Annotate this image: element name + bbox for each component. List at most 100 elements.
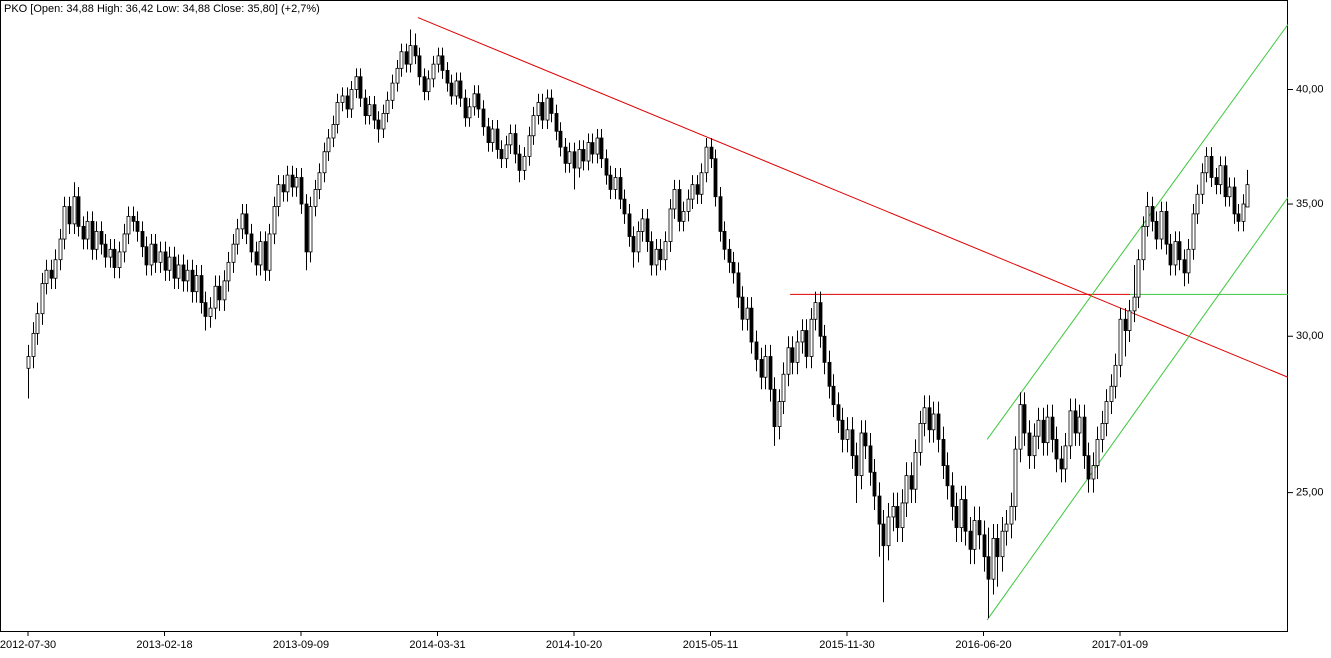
- candle-body: [763, 356, 768, 378]
- candle-body: [963, 499, 968, 532]
- chart-title: PKO [Open: 34,88 High: 36,42 Low: 34,88 …: [4, 3, 320, 15]
- candle-body: [417, 55, 422, 78]
- candle-body: [658, 248, 663, 261]
- candle-body: [217, 285, 222, 301]
- candle-body: [199, 275, 204, 304]
- candle-body: [645, 218, 650, 242]
- candle-body: [567, 151, 572, 164]
- plot-frame: [0, 0, 1288, 632]
- candle-body: [731, 261, 736, 274]
- candle-body: [586, 142, 591, 162]
- candle-body: [135, 220, 140, 232]
- candle-body: [558, 130, 563, 148]
- trendline: [417, 17, 1289, 378]
- candle-body: [345, 95, 350, 110]
- candle-body: [244, 213, 249, 235]
- candle-body: [44, 269, 49, 284]
- candle-body: [276, 184, 281, 207]
- candle-body: [704, 146, 709, 174]
- candle-body: [695, 184, 700, 195]
- candle-body: [581, 149, 586, 162]
- candle-body: [822, 335, 827, 363]
- candle-body: [390, 82, 395, 101]
- candle-body: [1150, 206, 1155, 222]
- candle-body: [1223, 165, 1228, 198]
- candle-body: [522, 155, 527, 171]
- candle-body: [408, 45, 413, 65]
- candle-body: [1154, 220, 1159, 240]
- candle-body: [654, 248, 659, 266]
- candle-body: [404, 51, 409, 65]
- candle-body: [213, 285, 218, 309]
- candle-body: [1100, 423, 1105, 440]
- candle-body: [1168, 243, 1173, 266]
- candle-body: [749, 307, 754, 343]
- candle-body: [577, 149, 582, 169]
- candle-body: [1077, 416, 1082, 434]
- candle-body: [977, 520, 982, 536]
- candle-body: [531, 115, 536, 137]
- candle-body: [90, 220, 95, 250]
- candle-body: [1227, 186, 1232, 198]
- candle-body: [117, 251, 122, 268]
- candle-body: [1104, 401, 1109, 424]
- candle-body: [904, 475, 909, 504]
- x-tick-label: 2012-07-30: [0, 639, 56, 651]
- candle-body: [49, 269, 54, 279]
- candle-body: [1082, 416, 1087, 457]
- trendline: [986, 24, 1289, 440]
- candle-body: [476, 93, 481, 110]
- candle-body: [26, 356, 31, 369]
- candle-body: [918, 423, 923, 453]
- candle-body: [122, 233, 127, 253]
- candle-body: [167, 256, 172, 271]
- candle-body: [663, 241, 668, 261]
- candle-body: [249, 233, 254, 253]
- candle-body: [140, 231, 145, 248]
- candle-body: [335, 102, 340, 125]
- candle-body: [727, 248, 732, 263]
- candle-body: [736, 272, 741, 298]
- candle-body: [1118, 318, 1123, 366]
- candle-body: [81, 225, 86, 240]
- candle-body: [809, 318, 814, 357]
- candle-body: [1113, 364, 1118, 387]
- candle-body: [854, 455, 859, 477]
- candle-body: [1045, 416, 1050, 444]
- candle-body: [299, 177, 304, 205]
- candle-body: [1086, 455, 1091, 480]
- candle-body: [1214, 177, 1219, 186]
- trendline-layer: [417, 17, 1289, 621]
- candle-body: [618, 177, 623, 200]
- candle-body: [1191, 213, 1196, 250]
- x-tick-label: 2014-10-20: [546, 639, 602, 651]
- candle-body: [950, 485, 955, 507]
- candle-body: [495, 128, 500, 150]
- candle-body: [631, 236, 636, 253]
- candle-body: [540, 102, 545, 121]
- y-tick-label: 30,00: [1296, 330, 1324, 342]
- candle-body: [690, 184, 695, 200]
- candle-body: [290, 174, 295, 188]
- candle-body: [431, 63, 436, 80]
- candle-body: [1182, 259, 1187, 274]
- candle-body: [627, 213, 632, 237]
- candle-body: [1027, 432, 1032, 457]
- candle-body: [281, 184, 286, 193]
- candle-body: [67, 206, 72, 225]
- candle-body: [499, 149, 504, 160]
- candle-body: [181, 264, 186, 282]
- candle-body: [786, 347, 791, 375]
- candle-body: [909, 475, 914, 490]
- y-tick-label: 25,00: [1296, 487, 1324, 499]
- candle-body: [472, 93, 477, 108]
- candle-body: [845, 429, 850, 440]
- candle-body: [527, 135, 532, 157]
- candle-body: [367, 104, 372, 117]
- candle-body: [1022, 404, 1027, 434]
- candle-body: [1177, 241, 1182, 261]
- candle-body: [1145, 206, 1150, 227]
- candle-body: [599, 137, 604, 160]
